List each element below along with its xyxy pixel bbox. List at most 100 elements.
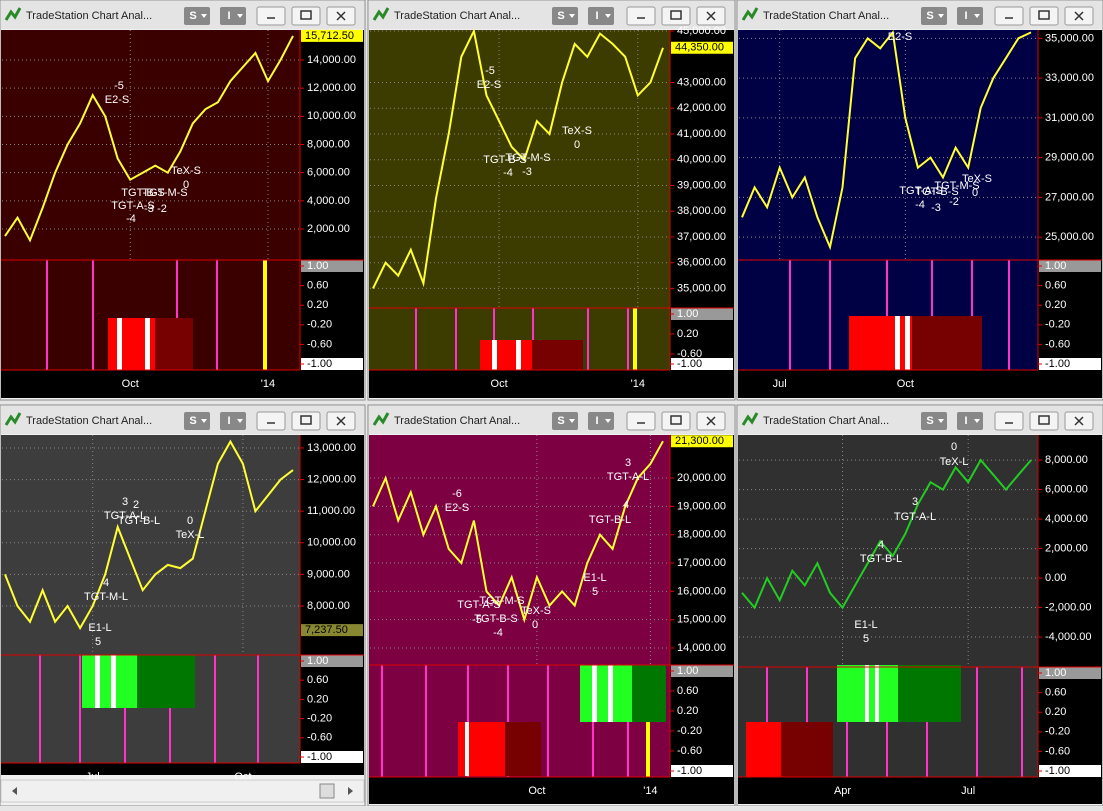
trade-annotation: 3 bbox=[122, 496, 128, 508]
indicator-tick-label: -0.60 bbox=[307, 338, 332, 350]
trade-annotation: TGT-B-S bbox=[915, 186, 958, 198]
trade-annotation: E2-S bbox=[888, 31, 912, 43]
trade-annotation: TGT-M-S bbox=[934, 180, 979, 192]
window-control[interactable] bbox=[626, 6, 656, 26]
toolbar-button-label[interactable]: S bbox=[557, 415, 564, 427]
window-control-icon bbox=[1074, 416, 1084, 426]
strength-block bbox=[905, 316, 910, 370]
y-tick-label: 29,000.00 bbox=[1045, 152, 1094, 164]
trade-annotation: TGT-B-S bbox=[483, 154, 526, 166]
window-control[interactable] bbox=[256, 6, 286, 26]
y-tick-label: 37,000.00 bbox=[677, 231, 726, 243]
trade-annotation: -2 bbox=[949, 196, 959, 208]
axis-area bbox=[300, 435, 364, 775]
chart-window: TradeStation Chart Anal... S I -4,000.00 -2,… bbox=[736, 404, 1103, 807]
y-tick-label: 4,000.00 bbox=[307, 195, 350, 207]
last-price-label: 21,300.00 bbox=[675, 435, 724, 447]
toolbar-button[interactable] bbox=[921, 7, 947, 25]
toolbar-button[interactable] bbox=[957, 7, 983, 25]
window-control[interactable] bbox=[1029, 6, 1059, 26]
toolbar-button[interactable] bbox=[184, 412, 210, 430]
toolbar-button[interactable] bbox=[220, 7, 246, 25]
toolbar-button-label[interactable]: I bbox=[964, 415, 967, 427]
trade-annotation: E2-S bbox=[477, 79, 501, 91]
y-tick-label: 10,000.00 bbox=[307, 110, 356, 122]
scroll-arrow[interactable] bbox=[12, 787, 17, 795]
indicator-tick-label: 0.20 bbox=[1045, 299, 1066, 311]
toolbar-button-label[interactable]: I bbox=[595, 10, 598, 22]
scrollbar[interactable] bbox=[0, 779, 365, 803]
trade-annotation: TGT-B-L bbox=[589, 514, 631, 526]
toolbar-button-label[interactable]: I bbox=[227, 415, 230, 427]
strength-block bbox=[505, 722, 541, 776]
toolbar-button-label[interactable]: I bbox=[227, 10, 230, 22]
dropdown-arrow bbox=[237, 419, 243, 423]
trade-annotation: -5 bbox=[114, 80, 124, 92]
last-price-label: 15,712.50 bbox=[305, 30, 354, 42]
label-area bbox=[1, 370, 300, 398]
trade-annotation: TGT-B-L bbox=[860, 553, 902, 565]
window-control-icon bbox=[706, 11, 716, 21]
toolbar-button[interactable] bbox=[588, 412, 614, 430]
indicator-tick-label: 1.00 bbox=[307, 655, 328, 667]
chart-window: TradeStation Chart Anal... S I 14,000.00 15,… bbox=[367, 404, 736, 807]
chart-window: TradeStation Chart Anal... S I 8,000.00 9,00… bbox=[0, 404, 366, 807]
toolbar-button[interactable] bbox=[552, 412, 578, 430]
x-tick-label: Oct bbox=[491, 378, 508, 390]
y-tick-label: 8,000.00 bbox=[307, 138, 350, 150]
trade-annotation: TGT-A-S bbox=[899, 185, 942, 197]
toolbar-button-label[interactable]: S bbox=[189, 415, 196, 427]
toolbar-button[interactable] bbox=[220, 412, 246, 430]
window-control[interactable] bbox=[291, 411, 321, 431]
window-control-icon bbox=[670, 10, 682, 20]
y-tick-label: 40,000.00 bbox=[677, 154, 726, 166]
toolbar-button[interactable] bbox=[552, 7, 578, 25]
strength-block bbox=[492, 340, 497, 370]
toolbar-button[interactable] bbox=[588, 7, 614, 25]
toolbar-button[interactable] bbox=[184, 7, 210, 25]
window-control[interactable] bbox=[256, 411, 286, 431]
trade-annotation: TGT-A-S bbox=[111, 200, 154, 212]
strength-block bbox=[145, 318, 150, 370]
trade-annotation: 0 bbox=[972, 187, 978, 199]
window-control[interactable] bbox=[291, 6, 321, 26]
indicator-tick-label: 1.00 bbox=[307, 260, 328, 272]
window-control[interactable] bbox=[1029, 411, 1059, 431]
scroll-thumb[interactable] bbox=[319, 783, 335, 799]
toolbar-button-label[interactable]: I bbox=[595, 415, 598, 427]
window-control[interactable] bbox=[994, 6, 1024, 26]
y-tick-label: 11,000.00 bbox=[307, 505, 355, 517]
trade-annotation: -4 bbox=[493, 627, 503, 639]
strength-block bbox=[746, 722, 781, 777]
strength-block bbox=[781, 722, 833, 777]
scroll-arrow[interactable] bbox=[348, 787, 353, 795]
dropdown-arrow bbox=[569, 14, 575, 18]
toolbar-button-label[interactable]: S bbox=[926, 415, 933, 427]
app-icon bbox=[4, 412, 22, 426]
indicator-tick-label: 1.00 bbox=[677, 665, 698, 677]
indicator-tick-label: 0.60 bbox=[307, 674, 328, 686]
app-icon bbox=[4, 7, 22, 21]
toolbar-button-label[interactable]: I bbox=[964, 10, 967, 22]
toolbar-button[interactable] bbox=[957, 412, 983, 430]
tick-label-box bbox=[1039, 260, 1101, 272]
toolbar-button-label[interactable]: S bbox=[557, 10, 564, 22]
strength-block bbox=[155, 318, 193, 370]
toolbar-button-label[interactable]: S bbox=[189, 10, 196, 22]
app-icon bbox=[741, 7, 759, 21]
window-control-icon bbox=[336, 11, 346, 21]
window-control[interactable] bbox=[626, 411, 656, 431]
trade-annotation: 5 bbox=[95, 636, 101, 648]
axis-area bbox=[1038, 30, 1102, 398]
indicator-tick-label: 0.20 bbox=[677, 328, 698, 340]
toolbar-button[interactable] bbox=[921, 412, 947, 430]
trade-annotation: 0 bbox=[187, 515, 193, 527]
tick-label-box bbox=[671, 765, 733, 777]
toolbar-button-label[interactable]: S bbox=[926, 10, 933, 22]
window-control[interactable] bbox=[661, 411, 691, 431]
dropdown-arrow bbox=[605, 14, 611, 18]
trade-annotation: TGT-M-S bbox=[142, 187, 187, 199]
window-control[interactable] bbox=[994, 411, 1024, 431]
window-control-icon bbox=[300, 10, 312, 20]
window-control[interactable] bbox=[661, 6, 691, 26]
